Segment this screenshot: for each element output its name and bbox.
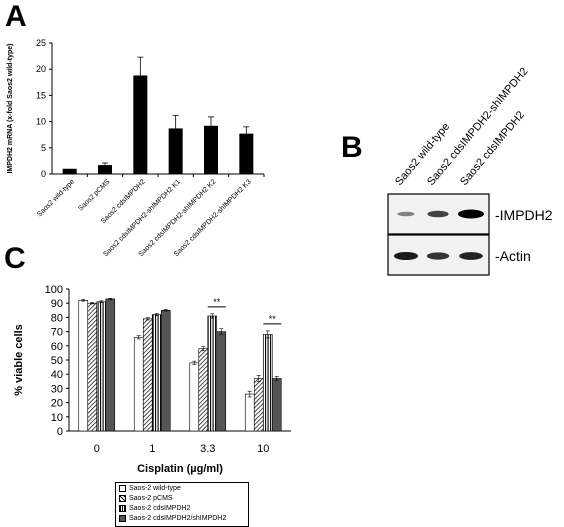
legend-item: Saos-2 cdsIMPDH2 <box>116 503 248 513</box>
significance-label: ** <box>269 314 277 324</box>
y-tick-label: 70 <box>51 327 63 339</box>
blot-band-label-impdh2: -IMPDH2 <box>495 207 553 223</box>
blot-lane-label: Saos2 cdsIMPDH2 <box>458 109 527 188</box>
blot-band <box>393 251 419 261</box>
x-tick-label: 3.3 <box>200 443 215 455</box>
legend-item: Saos-2 pCMS <box>116 493 248 503</box>
y-tick-label: 0 <box>57 426 63 438</box>
blot-band <box>426 252 450 260</box>
bar <box>204 125 218 174</box>
legend-item: Saos-2 wild-type <box>116 483 248 493</box>
legend-label: Saos-2 cdsIMPDH2/shIMPDH2 <box>129 514 227 522</box>
bar <box>133 75 148 174</box>
legend-swatch-cdsimpdh2 <box>119 504 126 512</box>
chart-c-legend: Saos-2 wild-type Saos-2 pCMS Saos-2 cdsI… <box>115 482 249 527</box>
blot-band <box>397 211 415 217</box>
y-tick-label: 10 <box>51 412 63 424</box>
y-tick-label: 100 <box>45 284 63 296</box>
y-tick-label: 20 <box>36 64 46 74</box>
y-tick-label: 80 <box>51 312 63 324</box>
significance-label: ** <box>213 297 221 307</box>
y-tick-label: 0 <box>41 169 46 179</box>
y-tick-label: 15 <box>36 90 46 100</box>
panel-b-label: B <box>341 131 363 164</box>
panel-a-label: A <box>5 0 27 33</box>
bar <box>98 165 112 174</box>
legend-label: Saos-2 cdsIMPDH2 <box>129 504 191 512</box>
y-tick-label: 25 <box>36 38 46 48</box>
legend-label: Saos-2 pCMS <box>129 494 173 502</box>
bar <box>62 168 77 174</box>
y-axis-label: % viable cells <box>13 324 25 396</box>
panel-c-label: C <box>4 242 26 275</box>
legend-swatch-pcms <box>119 494 126 502</box>
y-tick-label: 40 <box>51 369 63 381</box>
blot-band <box>458 209 484 219</box>
y-tick-label: 20 <box>51 398 63 410</box>
legend-swatch-cdsimpdh2-shimpdh2 <box>119 514 126 522</box>
legend-label: Saos-2 wild-type <box>129 484 181 492</box>
blot-band <box>459 252 483 260</box>
y-axis-label: IMPDH2 mRNA (x-fold Saos2 wild-type) <box>7 43 14 173</box>
blot-band <box>427 210 449 218</box>
bar <box>239 133 254 174</box>
x-tick-label: 10 <box>257 443 269 455</box>
y-tick-label: 5 <box>41 143 46 153</box>
blot-band-label-actin: -Actin <box>495 248 531 264</box>
legend-item: Saos-2 cdsIMPDH2/shIMPDH2 <box>116 513 248 523</box>
blot-lane-label: Saos2 wild-type <box>393 121 452 188</box>
x-axis-label: Cisplatin (µg/ml) <box>137 463 223 475</box>
y-tick-label: 50 <box>51 355 63 367</box>
legend-swatch-wild-type <box>119 484 126 492</box>
x-tick-label: 0 <box>94 443 100 455</box>
y-tick-label: 10 <box>36 117 46 127</box>
bar <box>168 128 183 174</box>
y-tick-label: 30 <box>51 383 63 395</box>
y-tick-label: 60 <box>51 341 63 353</box>
y-tick-label: 90 <box>51 298 63 310</box>
x-tick-label: 1 <box>149 443 155 455</box>
